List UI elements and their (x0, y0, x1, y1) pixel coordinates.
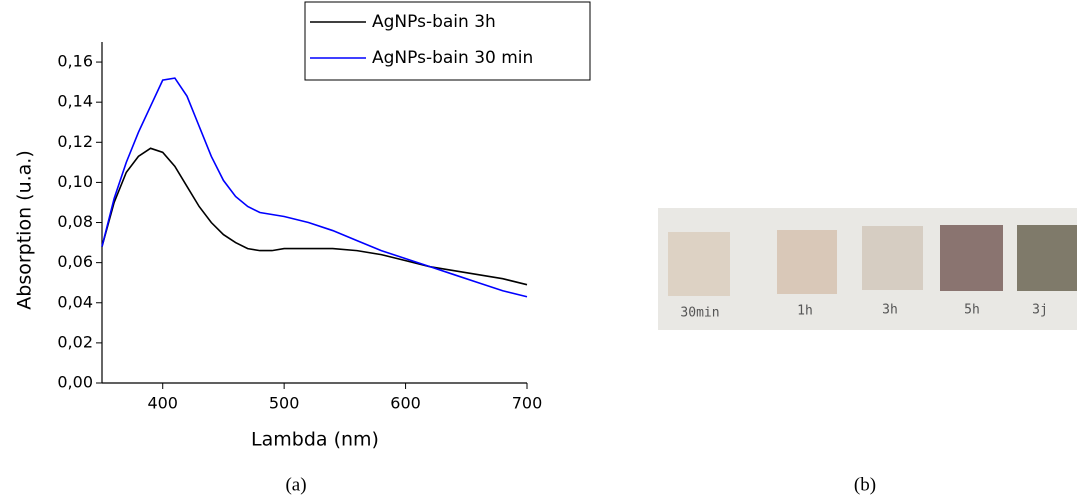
y-tick-label: 0,16 (57, 52, 93, 71)
swatch (940, 225, 1003, 291)
swatch (777, 230, 837, 294)
y-tick-label: 0,08 (57, 212, 93, 231)
x-tick-label: 600 (390, 394, 421, 413)
legend: AgNPs-bain 3h AgNPs-bain 30 min (304, 1, 591, 81)
photo-label: 5h (964, 303, 980, 318)
photo-label: 3h (882, 303, 898, 318)
y-tick-label: 0,10 (57, 172, 93, 191)
swatch (1017, 225, 1077, 291)
x-tick-label: 500 (269, 394, 300, 413)
legend-box (304, 1, 591, 81)
legend-label: AgNPs-bain 30 min (372, 48, 533, 68)
y-tick-label: 0,00 (57, 373, 93, 392)
caption: (a) (285, 474, 306, 495)
x-axis-title: Lambda (nm) (251, 429, 379, 451)
y-axis-title: Absorption (u.a.) (14, 150, 36, 309)
photo-label: 3j (1032, 303, 1048, 318)
series-line (101, 147, 528, 286)
photo-label: 1h (797, 304, 813, 319)
swatch (862, 226, 923, 290)
y-tick-label: 0,02 (57, 332, 93, 351)
photo: 30min 1h 3h 5h 3j (658, 208, 1077, 330)
y-tick-label: 0,14 (57, 92, 93, 111)
x-tick-label: 700 (512, 394, 543, 413)
swatch (668, 232, 730, 296)
legend-label: AgNPs-bain 3h (372, 12, 496, 32)
y-tick-label: 0,12 (57, 132, 93, 151)
x-tick-label: 400 (147, 394, 178, 413)
photo-label: 30min (680, 306, 719, 321)
y-tick-label: 0,06 (57, 252, 93, 271)
y-tick-label: 0,04 (57, 292, 93, 311)
caption: (b) (854, 474, 876, 495)
series-line (101, 77, 528, 298)
